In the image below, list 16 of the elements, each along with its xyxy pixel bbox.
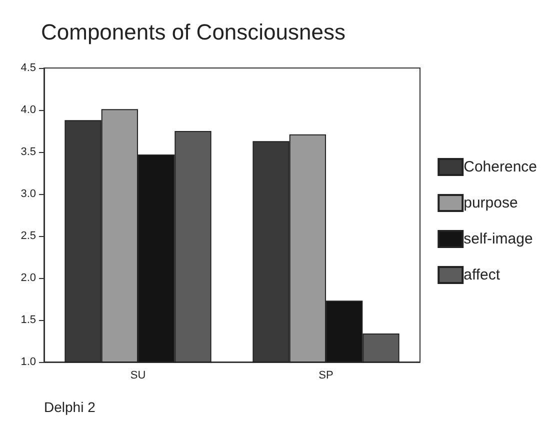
y-tick-label: 2.5 <box>20 230 36 242</box>
x-tick-label: SU <box>130 370 146 382</box>
legend-label: affect <box>464 266 501 284</box>
y-tick-label: 4.5 <box>20 62 36 74</box>
y-tick-label: 2.0 <box>20 272 36 284</box>
x-tick-label: SP <box>318 370 334 382</box>
legend-label: self-image <box>464 230 533 248</box>
text: Delphi 2 <box>44 399 96 415</box>
y-tick-label: 3.0 <box>20 188 36 200</box>
legend-label: Coherence <box>464 158 538 176</box>
chart-title: Components of Consciousness <box>41 20 346 44</box>
y-tick-label: 1.5 <box>20 314 36 326</box>
y-tick-label: 3.5 <box>20 146 36 158</box>
y-tick-label: 1.0 <box>20 356 36 368</box>
legend-label: purpose <box>464 194 518 212</box>
y-tick-label: 4.0 <box>20 104 36 116</box>
